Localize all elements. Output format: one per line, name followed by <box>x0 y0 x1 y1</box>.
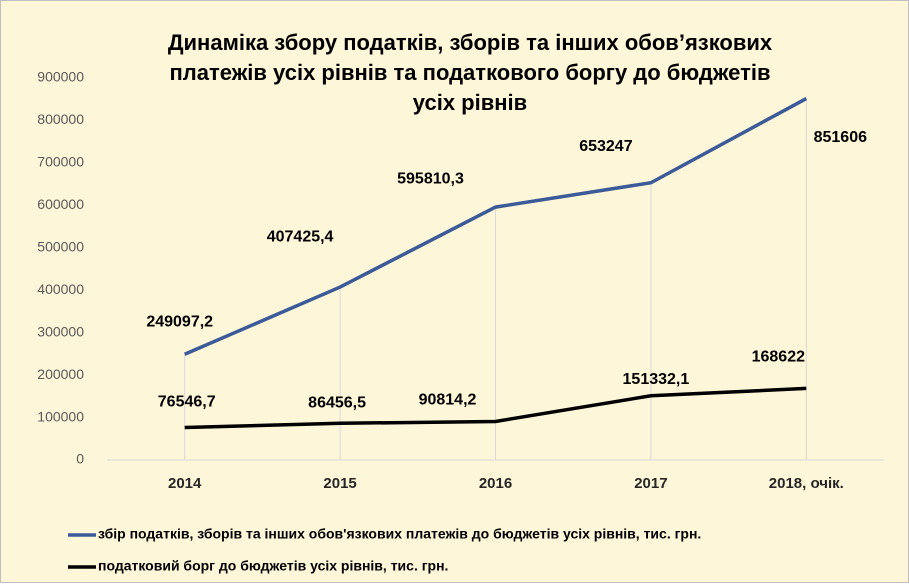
data-label: 76546,7 <box>158 394 216 411</box>
data-label: 86456,5 <box>308 395 366 412</box>
y-tick-label: 100000 <box>37 408 84 424</box>
x-tick-label: 2017 <box>634 475 667 492</box>
y-tick-label: 600000 <box>37 196 84 212</box>
y-tick-label: 900000 <box>37 69 84 85</box>
y-tick-label: 0 <box>76 451 84 467</box>
x-tick-label: 2014 <box>168 475 202 492</box>
data-label: 249097,2 <box>146 313 213 330</box>
data-label: 151332,1 <box>623 371 690 388</box>
legend-label: збір податків, зборів та інших обов'язко… <box>98 526 701 542</box>
data-label: 407425,4 <box>267 228 334 245</box>
series-line <box>184 386 807 430</box>
y-tick-label: 200000 <box>37 366 84 382</box>
data-label: 851606 <box>814 129 867 146</box>
y-tick-label: 700000 <box>37 154 84 170</box>
data-label: 168622 <box>752 349 805 366</box>
y-tick-label: 400000 <box>37 281 84 297</box>
x-tick-label: 2016 <box>479 475 512 492</box>
data-label: 90814,2 <box>419 392 477 409</box>
y-tick-label: 500000 <box>37 238 84 254</box>
x-tick-label: 2015 <box>323 475 356 492</box>
chart-title: Динаміка збору податків, зборів та інших… <box>168 30 773 115</box>
series-line <box>184 97 808 356</box>
x-tick-label: 2018, очік. <box>769 475 844 492</box>
data-label: 653247 <box>579 138 632 155</box>
y-tick-label: 300000 <box>37 323 84 339</box>
legend-label: податковий борг до бюджетів усіх рівнів,… <box>98 558 448 574</box>
y-tick-label: 800000 <box>37 111 84 127</box>
data-label: 595810,3 <box>397 170 464 187</box>
